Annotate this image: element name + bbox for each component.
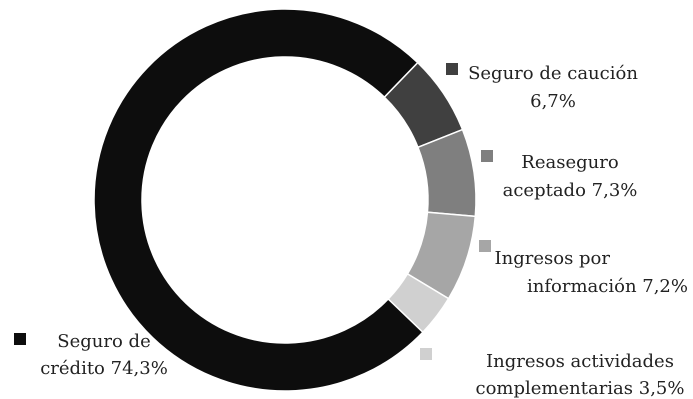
label-ingresos-complementarias-line2: complementarias 3,5% <box>476 378 685 399</box>
donut-slices <box>93 8 477 392</box>
label-ingresos-complementarias-line1: Ingresos actividades <box>486 351 674 372</box>
legend-marker-ingresos-complementarias <box>420 348 432 360</box>
label-seguro-caucion-line2: 6,7% <box>530 91 576 112</box>
legend-marker-reaseguro <box>481 150 493 162</box>
label-seguro-credito-line2: crédito 74,3% <box>40 358 168 379</box>
label-seguro-caucion-line1: Seguro de caución <box>468 63 638 84</box>
label-ingresos-informacion-line2: información 7,2% <box>527 276 688 297</box>
slice-seguro-credito <box>93 8 424 392</box>
label-ingresos-informacion-line1: Ingresos por <box>495 248 611 269</box>
legend-marker-seguro-caucion <box>446 63 458 75</box>
label-reaseguro-line2: aceptado 7,3% <box>503 180 638 201</box>
legend-marker-ingresos-informacion <box>479 240 491 252</box>
label-seguro-credito-line1: Seguro de <box>57 331 150 352</box>
legend-marker-seguro-credito <box>14 333 26 345</box>
label-reaseguro-line1: Reaseguro <box>521 152 618 173</box>
